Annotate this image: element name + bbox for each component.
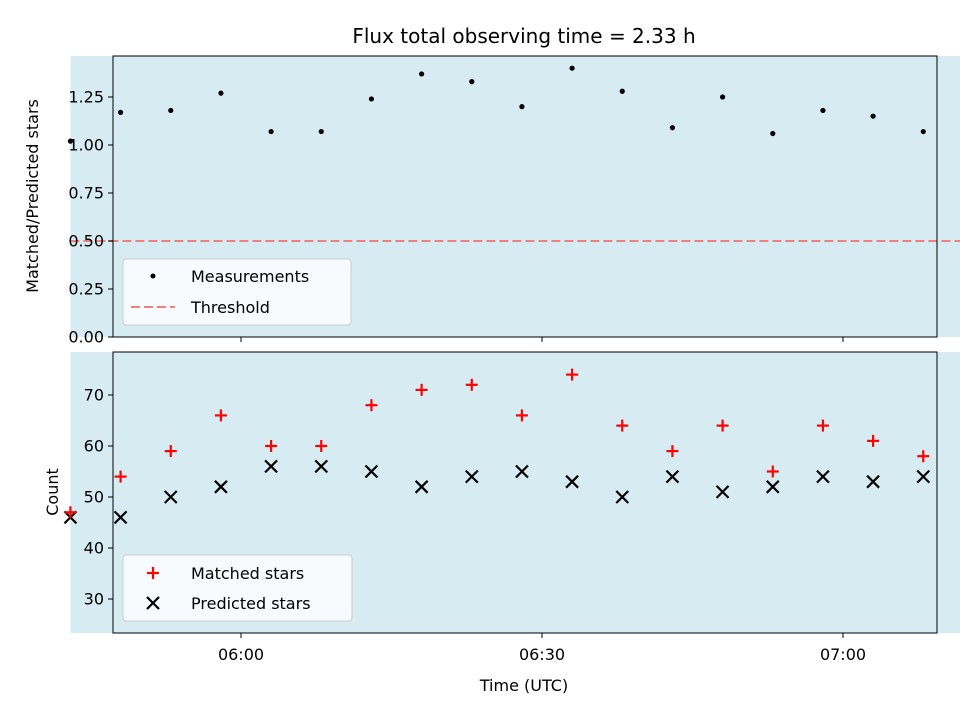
top-y-axis-label: Matched/Predicted stars <box>23 99 42 293</box>
measurement-point <box>218 90 224 96</box>
measurement-point <box>268 128 274 135</box>
measurement-point <box>318 128 324 135</box>
matched-star-point <box>566 368 579 381</box>
matched-star-point <box>716 419 729 432</box>
matched-star-point <box>114 470 127 483</box>
legend-predicted-label: Predicted stars <box>191 594 311 613</box>
bottom-y-ticks: 30 40 50 60 70 <box>84 386 113 609</box>
chart-title: Flux total observing time = 2.33 h <box>352 24 695 48</box>
matched-star-point <box>816 419 829 432</box>
x-tick-label: 06:30 <box>519 645 565 664</box>
bottom-legend: Matched stars Predicted stars <box>122 554 353 622</box>
measurement-point <box>168 107 174 114</box>
matched-star-point <box>515 409 528 422</box>
matched-star-point <box>315 440 328 452</box>
predicted-star-point <box>565 474 579 489</box>
top-panel: 0.00 0.25 0.50 0.75 1.00 1.25 Matched/Predict… <box>23 55 960 347</box>
matched-star-point <box>265 440 278 452</box>
x-tick-label: 07:00 <box>820 645 866 664</box>
predicted-star-point <box>214 480 228 494</box>
matched-star-point <box>666 445 679 458</box>
y-tick-label: 60 <box>84 437 104 456</box>
measurement-point <box>820 107 826 114</box>
legend-measurements-marker <box>150 273 156 279</box>
matched-star-point <box>164 445 177 458</box>
y-tick-label: 0.75 <box>68 184 104 203</box>
predicted-star-point <box>765 480 780 494</box>
predicted-star-point <box>314 459 329 474</box>
legend-threshold-label: Threshold <box>190 298 270 317</box>
matched-star-point <box>465 378 478 391</box>
matched-star-point <box>616 419 629 432</box>
legend-measurements-label: Measurements <box>191 267 309 286</box>
x-tick-label: 06:00 <box>218 645 264 664</box>
y-tick-label: 30 <box>84 590 104 609</box>
bottom-series-marks <box>63 368 931 525</box>
predicted-star-point <box>113 510 128 525</box>
measurement-point <box>469 79 475 85</box>
predicted-star-point <box>414 480 429 494</box>
top-x-ticks <box>240 337 844 342</box>
top-y-ticks: 0.00 0.25 0.50 0.75 1.00 1.25 <box>68 88 113 347</box>
measurement-point <box>519 104 525 110</box>
legend-predicted-marker <box>146 596 160 610</box>
matched-star-point <box>867 434 880 447</box>
predicted-star-point <box>866 474 880 489</box>
y-tick-label: 70 <box>84 386 104 405</box>
predicted-star-point <box>816 469 830 484</box>
y-tick-label: 1.25 <box>68 88 104 107</box>
measurement-point <box>920 128 926 135</box>
y-tick-label: 0.25 <box>68 280 104 299</box>
predicted-star-point <box>515 464 529 479</box>
y-tick-label: 40 <box>84 539 104 558</box>
y-tick-label: 1.00 <box>68 136 104 155</box>
matched-star-point <box>365 399 378 412</box>
measurement-point <box>619 88 625 94</box>
predicted-star-point <box>665 469 680 484</box>
predicted-star-point <box>264 459 278 474</box>
measurement-point <box>669 125 676 131</box>
y-tick-label: 0.00 <box>68 328 104 347</box>
bottom-y-axis-label: Count <box>43 468 62 516</box>
measurement-point <box>368 96 375 102</box>
measurement-point <box>770 130 776 137</box>
measurement-point <box>870 113 876 119</box>
predicted-star-point <box>464 469 479 484</box>
bottom-axes-frame <box>112 351 938 634</box>
measurement-point <box>118 109 124 115</box>
y-tick-label: 50 <box>84 488 104 507</box>
matched-star-point <box>64 506 77 519</box>
predicted-star-point <box>364 464 379 479</box>
measurement-point <box>67 138 74 144</box>
measurement-point <box>720 94 726 100</box>
legend-matched-marker <box>147 567 159 579</box>
top-axes-frame <box>112 55 938 338</box>
top-legend: Measurements Threshold <box>122 258 352 326</box>
predicted-star-point <box>615 490 630 504</box>
matched-star-point <box>214 409 227 422</box>
legend-matched-label: Matched stars <box>191 564 304 583</box>
measurement-point <box>419 71 425 77</box>
matched-star-point <box>766 465 779 478</box>
x-axis-label: Time (UTC) <box>479 676 568 695</box>
predicted-star-point <box>163 490 178 504</box>
matched-star-point <box>917 450 930 463</box>
predicted-star-point <box>916 469 931 484</box>
measurement-point <box>569 65 575 71</box>
matched-star-point <box>415 383 428 396</box>
predicted-star-point <box>715 485 730 499</box>
y-tick-label: 0.50 <box>68 232 104 251</box>
top-series-marks <box>67 65 960 242</box>
